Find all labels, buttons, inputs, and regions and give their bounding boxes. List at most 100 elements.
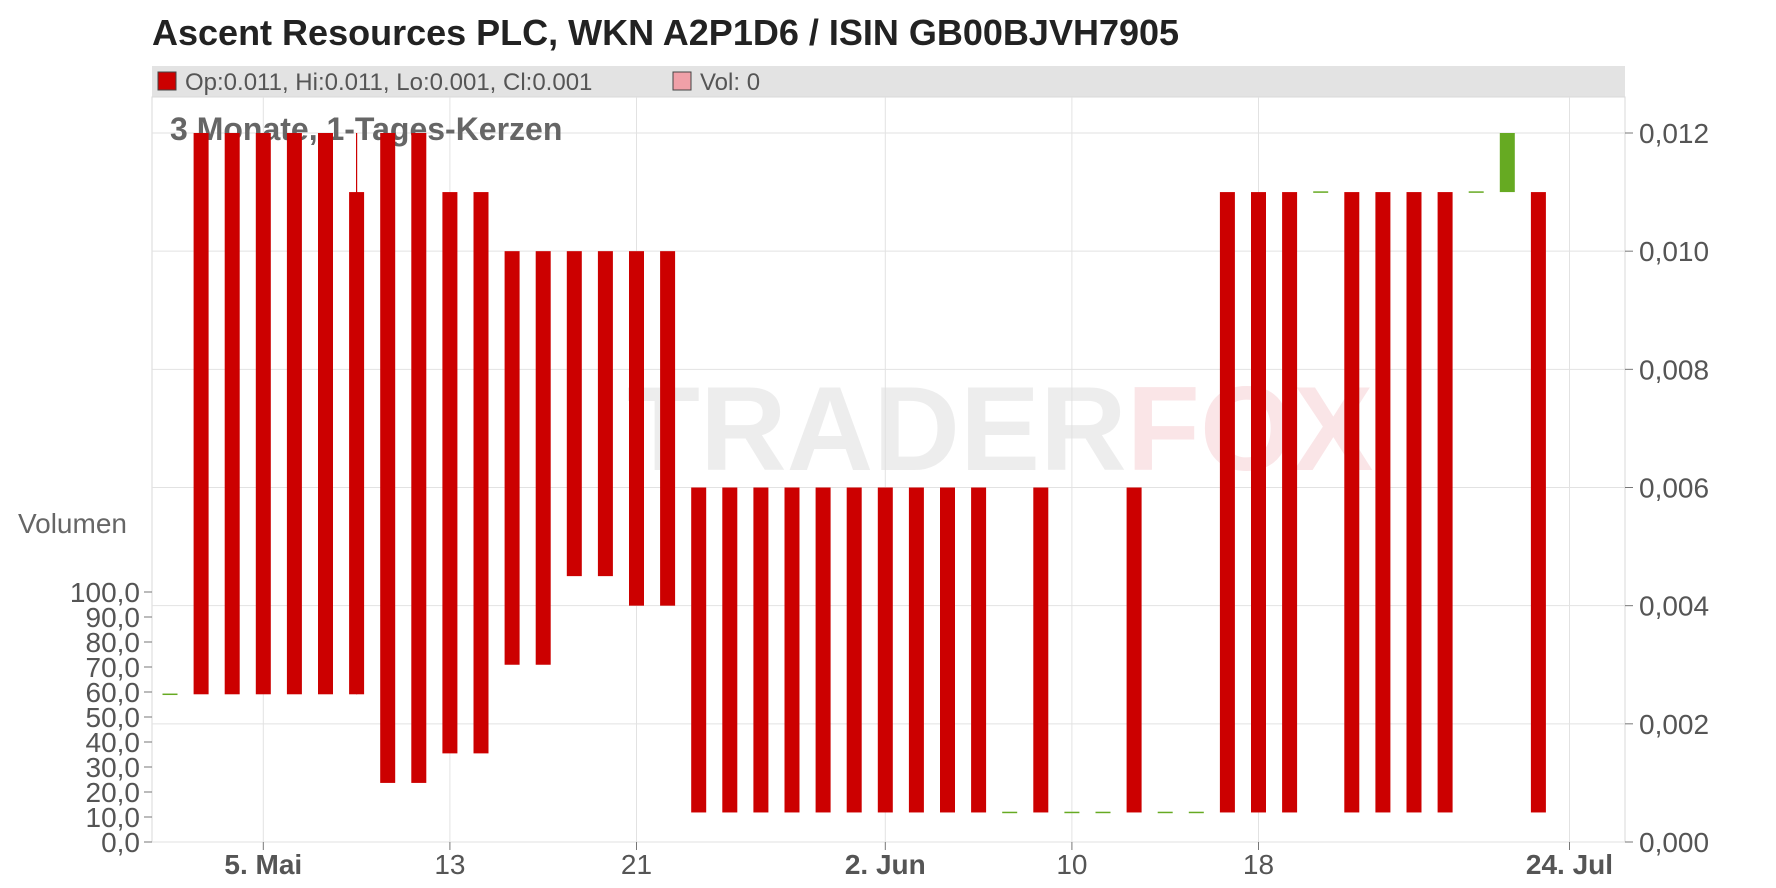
candle-body bbox=[224, 133, 240, 695]
price-tick-label: 0,000 bbox=[1639, 827, 1709, 858]
candle-body bbox=[411, 133, 427, 783]
candle bbox=[753, 487, 769, 813]
candle bbox=[940, 487, 955, 813]
candle bbox=[784, 487, 800, 813]
candle bbox=[815, 487, 831, 813]
candle bbox=[971, 487, 987, 813]
candle-body bbox=[1126, 487, 1142, 813]
candle bbox=[224, 133, 240, 695]
candle-body bbox=[535, 251, 551, 665]
candle bbox=[1344, 192, 1360, 813]
candle-body bbox=[504, 251, 520, 665]
candle-body bbox=[660, 251, 676, 606]
candle-body bbox=[691, 487, 707, 813]
watermark: TRADERFOX bbox=[627, 362, 1374, 496]
candle-body bbox=[1499, 133, 1515, 193]
volume-tick-label: 90,0 bbox=[86, 602, 141, 633]
x-axis: 5. Mai 13 21 2. Jun 10 18 24. Jul bbox=[224, 842, 1613, 880]
watermark-text: TRADERFOX bbox=[627, 362, 1374, 496]
volume-tick-label: 30,0 bbox=[86, 752, 141, 783]
candle bbox=[660, 251, 676, 606]
volume-tick-label: 10,0 bbox=[86, 802, 141, 833]
candle-body bbox=[971, 487, 987, 813]
candle bbox=[1375, 192, 1391, 813]
price-axis: 0,000 0,002 0,004 0,006 0,008 0,010 0,012 bbox=[1625, 118, 1709, 858]
candle-body bbox=[286, 133, 302, 695]
candle-body bbox=[318, 133, 333, 695]
candle bbox=[349, 133, 365, 695]
candle-body bbox=[722, 487, 738, 813]
candle-body bbox=[380, 133, 396, 783]
candle bbox=[380, 133, 396, 783]
volume-tick-label: 0,0 bbox=[101, 827, 140, 858]
x-tick-label: 24. Jul bbox=[1526, 849, 1613, 880]
volume-tick-label: 80,0 bbox=[86, 627, 141, 658]
candle bbox=[597, 251, 613, 577]
candle bbox=[411, 133, 427, 783]
candle bbox=[1282, 192, 1298, 813]
x-tick-label: 13 bbox=[434, 849, 465, 880]
candle-body bbox=[1251, 192, 1266, 813]
candle bbox=[193, 133, 209, 695]
candle bbox=[318, 133, 333, 695]
candle bbox=[1530, 192, 1546, 813]
volume-axis: 0,010,020,030,040,050,060,070,080,090,01… bbox=[70, 577, 152, 858]
candle bbox=[442, 192, 458, 754]
candle bbox=[473, 192, 489, 754]
candle-body bbox=[1530, 192, 1546, 813]
candle bbox=[255, 133, 271, 695]
candle-body bbox=[908, 487, 924, 813]
candle-body bbox=[597, 251, 613, 577]
x-tick-label: 2. Jun bbox=[845, 849, 926, 880]
candle-body bbox=[193, 133, 209, 695]
candle bbox=[504, 251, 520, 665]
candle-body bbox=[1219, 192, 1235, 813]
candle-body bbox=[349, 192, 365, 695]
candles bbox=[162, 133, 1546, 814]
price-tick-label: 0,002 bbox=[1639, 709, 1709, 740]
x-tick-label: 10 bbox=[1056, 849, 1087, 880]
candle bbox=[877, 487, 893, 813]
candle bbox=[1251, 192, 1266, 813]
candle-body bbox=[629, 251, 644, 606]
candle-body bbox=[815, 487, 831, 813]
price-tick-label: 0,008 bbox=[1639, 354, 1709, 385]
candle bbox=[691, 487, 707, 813]
candle-body bbox=[877, 487, 893, 813]
volume-tick-label: 50,0 bbox=[86, 702, 141, 733]
candle bbox=[722, 487, 738, 813]
candle bbox=[908, 487, 924, 813]
legend-swatch-ohlc bbox=[157, 71, 177, 91]
candle-body bbox=[442, 192, 458, 754]
candle bbox=[1126, 487, 1142, 813]
candle-body bbox=[1282, 192, 1298, 813]
price-tick-label: 0,012 bbox=[1639, 118, 1709, 149]
legend-swatch-volume bbox=[672, 71, 692, 91]
candle-body bbox=[255, 133, 271, 695]
price-tick-label: 0,006 bbox=[1639, 473, 1709, 504]
candle-body bbox=[784, 487, 800, 813]
x-tick-label: 18 bbox=[1243, 849, 1274, 880]
candle bbox=[629, 251, 644, 606]
legend-ohlc: Op:0.011, Hi:0.011, Lo:0.001, Cl:0.001 bbox=[185, 69, 592, 96]
x-tick-label: 5. Mai bbox=[224, 849, 302, 880]
volume-tick-label: 40,0 bbox=[86, 727, 141, 758]
candle-body bbox=[566, 251, 582, 577]
volume-tick-label: 20,0 bbox=[86, 777, 141, 808]
price-tick-label: 0,010 bbox=[1639, 236, 1709, 267]
legend-volume: Vol: 0 bbox=[700, 69, 760, 96]
volume-tick-label: 100,0 bbox=[70, 577, 140, 608]
candle bbox=[1219, 192, 1235, 813]
candle bbox=[566, 251, 582, 577]
x-tick-label: 21 bbox=[621, 849, 652, 880]
candle-body bbox=[1375, 192, 1391, 813]
legend-bar bbox=[152, 66, 1625, 97]
candle-body bbox=[1406, 192, 1422, 813]
candle bbox=[1437, 192, 1453, 813]
volume-tick-label: 70,0 bbox=[86, 652, 141, 683]
candle bbox=[846, 487, 862, 813]
chart-title: Ascent Resources PLC, WKN A2P1D6 / ISIN … bbox=[152, 12, 1179, 53]
candle bbox=[1033, 487, 1049, 813]
candle-body bbox=[1437, 192, 1453, 813]
